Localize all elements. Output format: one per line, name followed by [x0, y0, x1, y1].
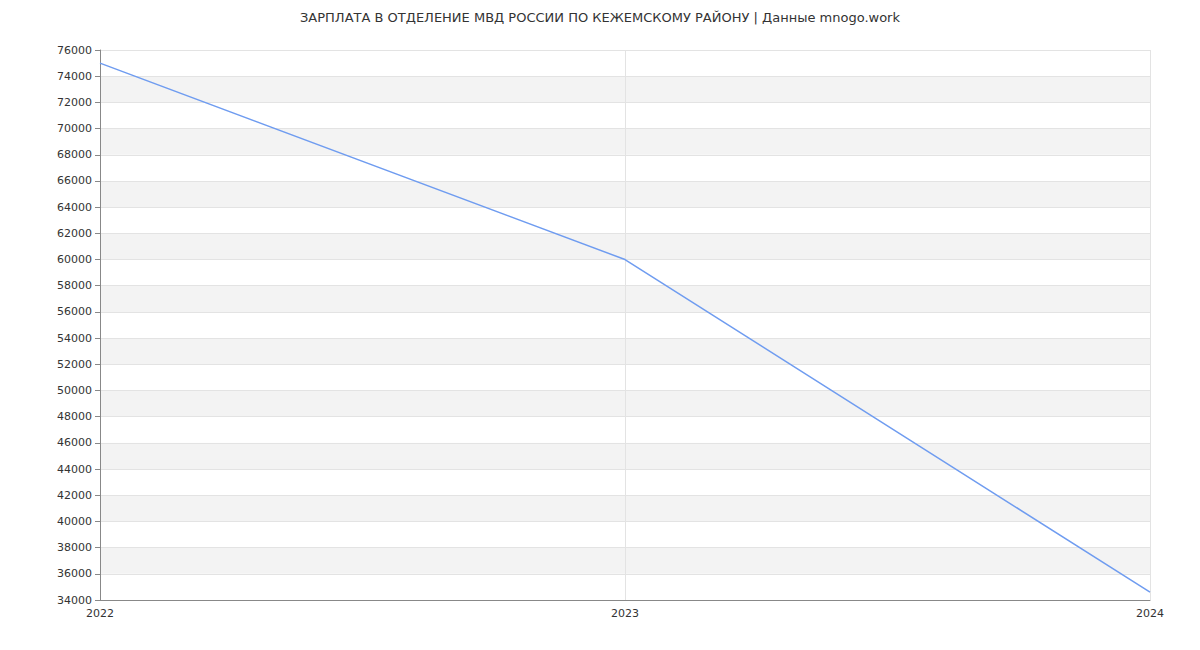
svg-text:2024: 2024: [1136, 607, 1164, 620]
svg-text:2022: 2022: [86, 607, 114, 620]
svg-text:42000: 42000: [57, 489, 92, 502]
svg-text:56000: 56000: [57, 305, 92, 318]
svg-text:76000: 76000: [57, 44, 92, 57]
svg-text:46000: 46000: [57, 436, 92, 449]
svg-text:ЗАРПЛАТА В ОТДЕЛЕНИЕ МВД РОССИ: ЗАРПЛАТА В ОТДЕЛЕНИЕ МВД РОССИИ ПО КЕЖЕМ…: [300, 10, 900, 25]
svg-text:48000: 48000: [57, 410, 92, 423]
svg-text:66000: 66000: [57, 174, 92, 187]
svg-text:52000: 52000: [57, 358, 92, 371]
svg-text:60000: 60000: [57, 253, 92, 266]
svg-text:54000: 54000: [57, 332, 92, 345]
svg-text:2023: 2023: [611, 607, 639, 620]
svg-text:68000: 68000: [57, 148, 92, 161]
svg-text:38000: 38000: [57, 541, 92, 554]
svg-text:44000: 44000: [57, 463, 92, 476]
svg-text:64000: 64000: [57, 201, 92, 214]
svg-text:40000: 40000: [57, 515, 92, 528]
svg-text:34000: 34000: [57, 594, 92, 607]
svg-text:50000: 50000: [57, 384, 92, 397]
svg-text:70000: 70000: [57, 122, 92, 135]
svg-text:58000: 58000: [57, 279, 92, 292]
svg-text:72000: 72000: [57, 96, 92, 109]
svg-text:62000: 62000: [57, 227, 92, 240]
svg-text:74000: 74000: [57, 70, 92, 83]
svg-text:36000: 36000: [57, 567, 92, 580]
